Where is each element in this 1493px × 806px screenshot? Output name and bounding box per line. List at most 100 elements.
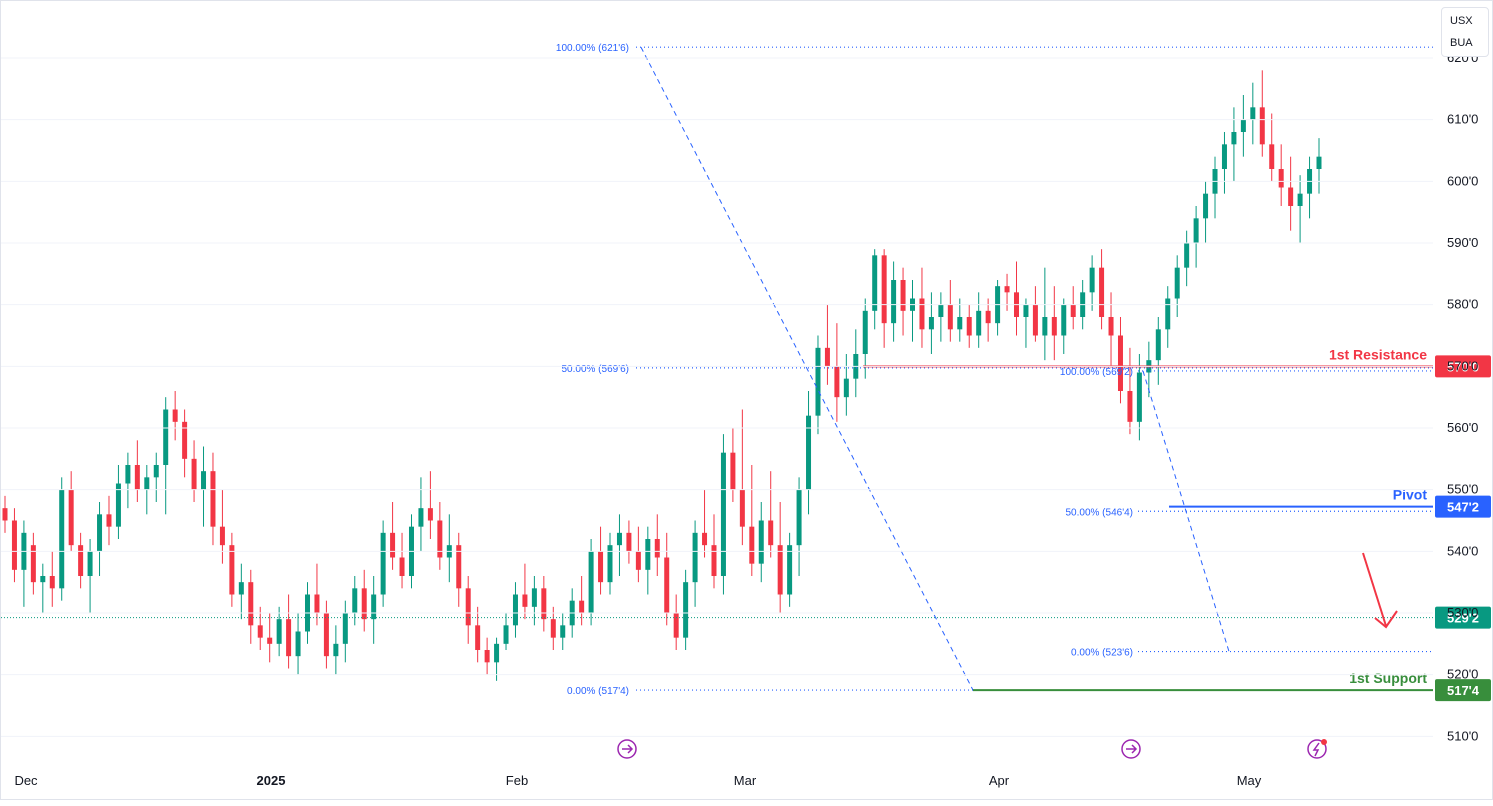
candle-body <box>191 458 197 490</box>
candle-body <box>1174 267 1180 299</box>
candle-body <box>900 280 906 311</box>
candle-body <box>134 465 140 490</box>
fib-right-trendline <box>1142 370 1230 652</box>
candle-body <box>115 483 121 527</box>
y-tick-label: 600'0 <box>1447 173 1478 188</box>
candle-body <box>806 415 812 490</box>
candle-body <box>777 545 783 595</box>
x-tick-label: Dec <box>14 773 38 788</box>
candle-body <box>314 594 320 613</box>
candle-body <box>484 650 490 663</box>
y-tick-label: 580'0 <box>1447 297 1478 312</box>
candle-body <box>1099 267 1105 317</box>
last-price-badge <box>1435 606 1491 629</box>
candle-body <box>843 378 849 398</box>
candle-body <box>342 613 348 644</box>
event-marker-1[interactable] <box>617 739 637 759</box>
candle-body <box>616 532 622 546</box>
candle-body <box>1184 243 1190 268</box>
candle-body <box>834 366 840 398</box>
candle-body <box>68 489 74 546</box>
y-tick-label: 610'0 <box>1447 112 1478 127</box>
event-marker-2[interactable] <box>1121 739 1141 759</box>
candle-body <box>494 643 500 663</box>
candle-body <box>219 526 225 546</box>
candle-body <box>1004 286 1010 293</box>
reference-value-label: 547'2 <box>1447 500 1479 515</box>
candle-body <box>1051 317 1057 336</box>
candle-body <box>1136 372 1142 422</box>
time-axis[interactable]: Dec 2025 Feb Mar Apr May <box>14 773 1261 788</box>
candle-body <box>276 619 282 644</box>
candle-body <box>257 625 263 638</box>
candle-body <box>11 520 17 570</box>
y-tick-label: 570'0 <box>1447 358 1478 373</box>
candle-body <box>78 545 84 576</box>
candle-body <box>881 255 887 324</box>
reference-value-badge <box>1435 495 1491 518</box>
candle-body <box>1155 329 1161 361</box>
candle-body <box>295 631 301 657</box>
reference-line-label: 1st Support <box>1349 670 1427 686</box>
candle-body <box>550 619 556 638</box>
y-tick-label: 590'0 <box>1447 235 1478 250</box>
candle-body <box>229 545 235 595</box>
candle-body <box>1165 298 1171 330</box>
candle-body <box>531 588 537 607</box>
reference-value-badge <box>1435 355 1491 378</box>
candle-body <box>815 347 821 416</box>
candle-body <box>1108 317 1114 336</box>
reference-line-label: 1st Resistance <box>1329 346 1427 362</box>
candle-body <box>976 310 982 336</box>
candle-body <box>267 637 273 644</box>
candle-body <box>1061 304 1067 336</box>
candle-body <box>2 508 8 521</box>
candle-body <box>144 477 150 490</box>
candle-body <box>106 514 112 527</box>
fib-left-level-label: 0.00% (517'4) <box>567 686 629 697</box>
price-axis[interactable]: 510'0 520'0 530'0 540'0 550'0 560'0 570'0 580'0… <box>1 50 1478 743</box>
candle-body <box>1193 218 1199 243</box>
candle-body <box>1269 144 1275 169</box>
candle-body <box>739 489 745 527</box>
candle-body <box>352 588 358 613</box>
candle-body <box>503 625 509 644</box>
candle-body <box>919 298 925 330</box>
candle-body <box>390 532 396 558</box>
candle-body <box>153 465 159 478</box>
candle-body <box>928 317 934 330</box>
candle-body <box>1221 144 1227 169</box>
y-tick-label: 510'0 <box>1447 728 1478 743</box>
candle-body <box>957 317 963 330</box>
candle-body <box>702 532 708 546</box>
candle-body <box>522 594 528 607</box>
candle-body <box>654 539 660 558</box>
lightning-event-icon[interactable] <box>1307 739 1327 759</box>
candle-body <box>286 619 292 657</box>
candle-body <box>201 471 207 490</box>
candle-body <box>87 551 93 576</box>
currency-line-2: BUA <box>1450 37 1473 49</box>
candle-body <box>125 465 131 484</box>
candle-body <box>966 317 972 336</box>
x-tick-label: Mar <box>734 773 757 788</box>
candle-body <box>1117 335 1123 391</box>
candle-body <box>683 582 689 638</box>
candle-body <box>985 310 991 324</box>
candle-body <box>323 613 329 657</box>
candle-body <box>1070 304 1076 317</box>
currency-unit-box[interactable]: USX BUA <box>1441 7 1489 57</box>
reference-lines: 529'2 1st Resistance 570'0 Pivot 547'2 1st Su… <box>1 346 1491 702</box>
candle-body <box>49 576 55 589</box>
candle-body <box>758 520 764 564</box>
candle-body <box>59 489 65 589</box>
candle-body <box>172 409 178 422</box>
candle-body <box>30 545 36 583</box>
candle-body <box>1023 304 1029 317</box>
candle-body <box>862 310 868 354</box>
candle-body <box>692 532 698 583</box>
candle-body <box>210 471 216 527</box>
candle-body <box>947 304 953 330</box>
